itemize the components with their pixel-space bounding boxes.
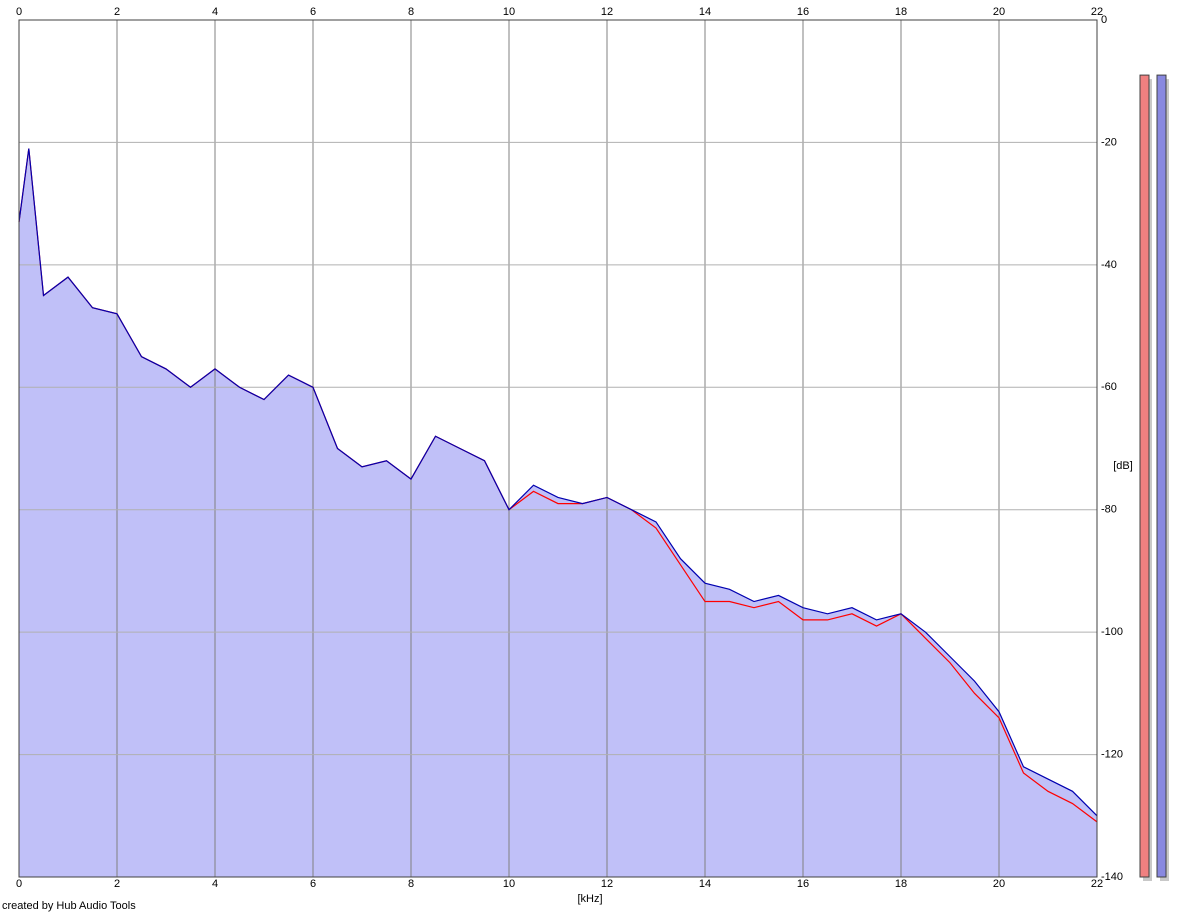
x-axis-label: [kHz]	[577, 893, 602, 905]
x-tick-label-top: 0	[16, 6, 22, 18]
x-tick-label-bottom: 6	[310, 878, 316, 890]
x-tick-label-bottom: 10	[503, 878, 515, 890]
spectrum-line	[18, 148, 1098, 817]
level-meter	[1156, 74, 1167, 878]
plot-frame	[18, 19, 1098, 878]
x-tick-label-top: 22	[1091, 6, 1103, 18]
y-tick-label: -60	[1101, 381, 1117, 393]
y-tick-label: -140	[1101, 871, 1123, 883]
credit: created by Hub Audio Tools	[2, 900, 136, 912]
y-tick-label: -100	[1101, 626, 1123, 638]
x-tick-label-top: 16	[797, 6, 809, 18]
y-tick-label: -40	[1101, 259, 1117, 271]
x-tick-label-top: 4	[212, 6, 218, 18]
x-tick-label-bottom: 12	[601, 878, 613, 890]
y-tick-label: -80	[1101, 504, 1117, 516]
x-tick-label-top: 20	[993, 6, 1005, 18]
y-axis-label: [dB]	[1113, 460, 1133, 472]
x-tick-label-bottom: 2	[114, 878, 120, 890]
x-tick-label-bottom: 8	[408, 878, 414, 890]
spectrum-area	[19, 148, 1097, 878]
x-tick-label-bottom: 22	[1091, 878, 1103, 890]
x-tick-label-top: 18	[895, 6, 907, 18]
x-tick-label-bottom: 20	[993, 878, 1005, 890]
x-tick-label-bottom: 4	[212, 878, 218, 890]
x-tick-label-bottom: 18	[895, 878, 907, 890]
x-tick-label-top: 2	[114, 6, 120, 18]
x-tick-label-bottom: 16	[797, 878, 809, 890]
x-tick-label-bottom: 14	[699, 878, 711, 890]
x-tick-label-top: 12	[601, 6, 613, 18]
level-meter	[1139, 74, 1150, 878]
y-tick-label: 0	[1101, 14, 1107, 26]
y-tick-label: -20	[1101, 136, 1117, 148]
x-tick-label-top: 8	[408, 6, 414, 18]
x-tick-label-bottom: 0	[16, 878, 22, 890]
x-tick-label-top: 10	[503, 6, 515, 18]
y-tick-label: -120	[1101, 748, 1123, 760]
x-tick-label-top: 14	[699, 6, 711, 18]
x-tick-label-top: 6	[310, 6, 316, 18]
